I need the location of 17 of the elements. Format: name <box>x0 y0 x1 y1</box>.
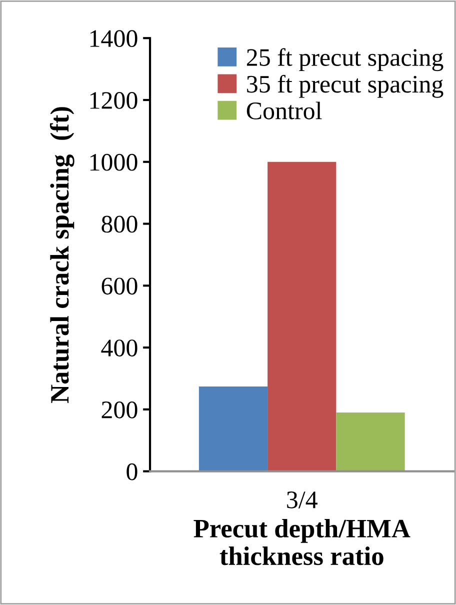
y-axis-title: Natural crack spacing (ft) <box>50 107 74 403</box>
y-tick-label: 400 <box>101 340 138 356</box>
bar <box>198 386 268 472</box>
x-axis-title: Precut depth/HMA thickness ratio <box>194 518 410 566</box>
bar <box>268 162 336 472</box>
legend-label: Control <box>246 102 322 120</box>
legend-label: 25 ft precut spacing <box>246 48 444 72</box>
y-tick-label: 600 <box>102 278 138 295</box>
y-tick-label: 1200 <box>90 92 138 109</box>
y-tick-label: 0 <box>126 463 138 480</box>
y-tick-label: 200 <box>102 401 138 418</box>
y-tick-label: 1000 <box>90 154 138 171</box>
x-tick-label: 3/4 <box>287 492 318 508</box>
y-tick-label: 1400 <box>90 30 138 48</box>
y-tick-label: 800 <box>102 216 138 233</box>
legend-label: 35 ft precut spacing <box>247 74 444 98</box>
bar <box>336 412 405 472</box>
